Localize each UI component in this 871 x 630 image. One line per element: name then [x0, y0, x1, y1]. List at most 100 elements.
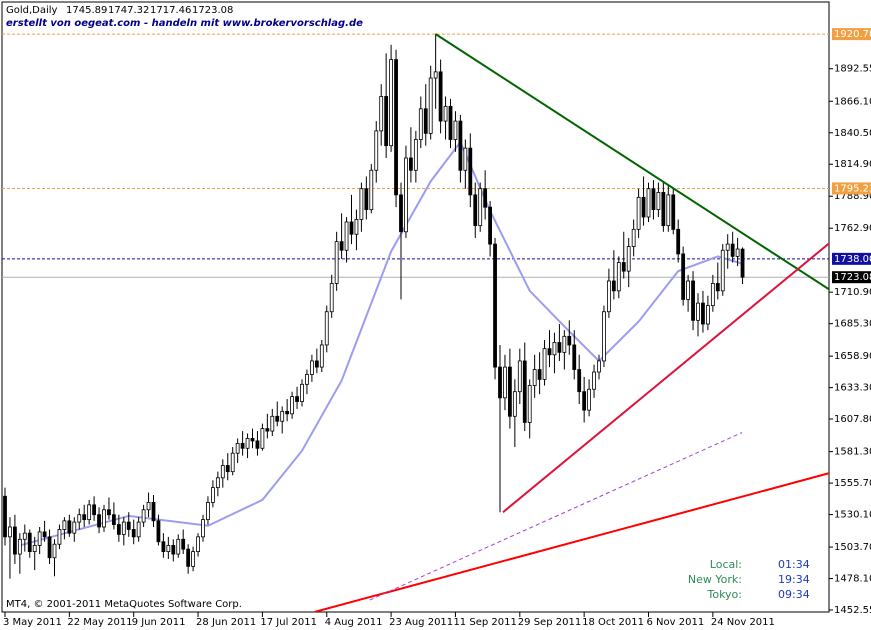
level-label-box	[832, 182, 871, 195]
candle-body	[126, 521, 131, 530]
trendline	[502, 242, 829, 514]
candle-body	[265, 428, 270, 432]
y-tick-label: 1658.90	[834, 351, 871, 362]
candle-body	[458, 120, 463, 171]
candle-body	[97, 514, 101, 528]
candle-body	[92, 504, 96, 516]
candle-body	[245, 438, 250, 449]
candle-body	[112, 514, 116, 525]
level-label: 1723.08	[834, 272, 871, 283]
clock-label: Local:	[710, 558, 742, 571]
candle-body	[220, 465, 225, 479]
x-tick-label: 9 Jun 2011	[132, 617, 186, 628]
candle-body	[626, 246, 631, 272]
y-tick-label: 1607.80	[834, 414, 871, 425]
candle-body	[701, 302, 705, 325]
y-tick-label: 1892.55	[834, 64, 871, 75]
y-tick-label: 1503.70	[834, 542, 871, 553]
candle-body	[522, 360, 527, 423]
candle-body	[156, 520, 161, 543]
candle-body	[641, 196, 646, 218]
x-tick-label: 11 Sep 2011	[453, 617, 516, 628]
candle-body	[12, 526, 17, 555]
candle-body	[651, 188, 656, 211]
candle-body	[607, 280, 611, 313]
candle-body	[141, 509, 146, 523]
candle-body	[22, 532, 27, 540]
candle-body	[443, 105, 448, 122]
x-tick-label: 23 Aug 2011	[389, 617, 453, 628]
candle-body	[384, 96, 389, 147]
plot-area	[1, 1, 830, 613]
candle-body	[577, 369, 582, 393]
candle-body	[399, 194, 403, 233]
candle-body	[42, 531, 47, 538]
level-label: 1738.00	[834, 254, 871, 265]
candle-body	[206, 501, 210, 521]
candle-body	[181, 538, 186, 550]
candle-body	[349, 221, 354, 235]
candle-body	[250, 438, 255, 442]
x-tick-label: 18 Oct 2011	[582, 617, 644, 628]
candle-body	[730, 243, 735, 257]
candle-body	[3, 495, 7, 538]
candle-body	[102, 509, 106, 528]
candle-body	[151, 501, 156, 522]
y-tick-label: 1685.30	[834, 319, 871, 330]
x-tick-label: 28 Jun 2011	[196, 617, 256, 628]
candle-body	[493, 243, 497, 368]
candle-body	[676, 228, 681, 255]
candle-body	[270, 415, 275, 432]
candle-body	[542, 348, 547, 380]
x-tick-label: 4 Aug 2011	[325, 617, 383, 628]
candle-body	[82, 514, 87, 521]
candle-body	[597, 360, 601, 373]
candle-body	[186, 548, 191, 567]
y-tick-label: 1633.30	[834, 383, 871, 394]
candle-body	[483, 188, 488, 208]
candle-body	[52, 543, 57, 559]
candle-body	[280, 410, 285, 422]
candle-body	[235, 442, 240, 454]
candle-body	[166, 545, 171, 553]
candle-body	[547, 348, 552, 356]
candle-body	[423, 108, 428, 134]
x-tick-label: 22 May 2011	[67, 617, 132, 628]
candle-body	[275, 415, 280, 422]
candle-body	[131, 529, 136, 538]
candle-body	[295, 396, 299, 402]
candle-body	[562, 335, 567, 353]
ohlc-header-value: 1723.08	[192, 5, 233, 16]
x-tick-label: 3 May 2011	[3, 617, 62, 628]
y-tick-label: 1555.70	[834, 478, 871, 489]
candle-body	[300, 383, 304, 402]
candle-body	[735, 248, 740, 257]
candle-body	[413, 139, 418, 171]
candle-body	[552, 342, 557, 356]
ohlc-header-value: 1717.46	[150, 5, 191, 16]
candle-body	[428, 77, 433, 134]
plot	[2, 33, 829, 612]
subtitle: erstellt von oegeat.com - handeln mit ww…	[6, 18, 363, 29]
candle-body	[537, 369, 542, 380]
candle-body	[517, 360, 522, 393]
candle-body	[686, 280, 690, 300]
clock-time: 01:34	[778, 558, 810, 571]
candle-body	[334, 241, 339, 284]
candle-body	[463, 147, 468, 171]
candle-body	[453, 120, 458, 140]
candle-body	[374, 130, 379, 171]
candle-body	[171, 545, 176, 555]
candle-body	[473, 194, 478, 227]
clock-time: 19:34	[778, 573, 810, 586]
candle-body	[305, 374, 309, 385]
candle-body	[309, 360, 314, 375]
candle-body	[67, 520, 72, 534]
candle-body	[740, 248, 745, 278]
candle-body	[636, 196, 641, 230]
y-tick-label: 1762.90	[834, 223, 871, 234]
candle-body	[572, 344, 577, 370]
candle-body	[215, 477, 220, 489]
candle-body	[225, 465, 230, 473]
